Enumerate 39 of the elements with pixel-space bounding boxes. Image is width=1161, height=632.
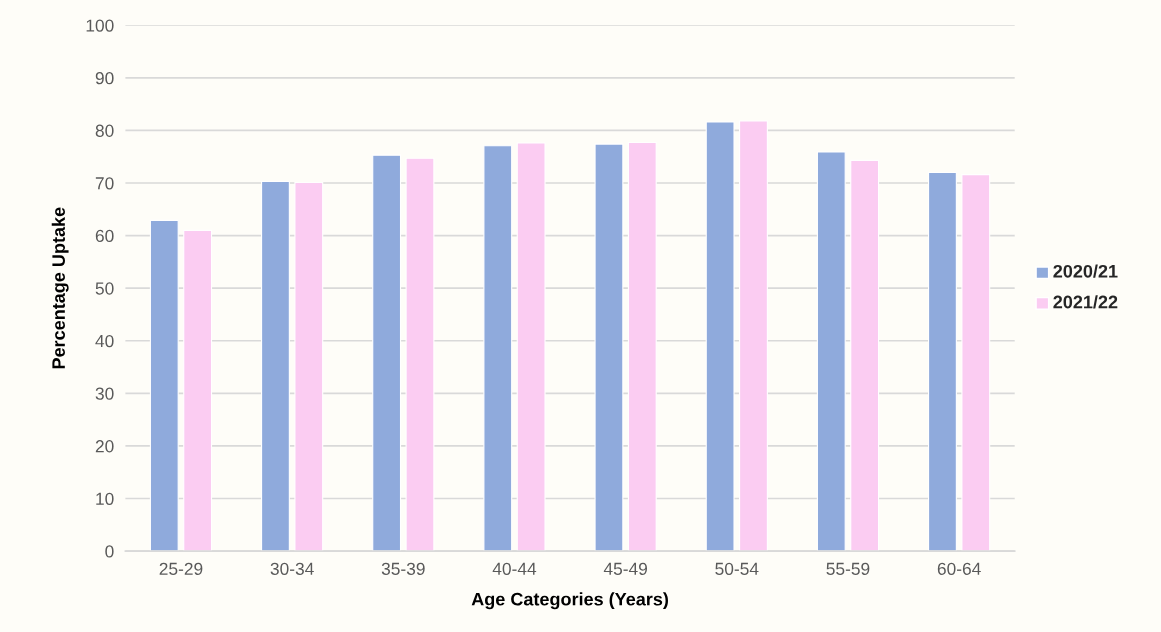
bar: [705, 121, 735, 552]
bar: [928, 171, 957, 552]
x-tick-label: 60-64: [937, 562, 981, 575]
y-tick-label: 0: [105, 545, 114, 558]
y-tick-label: 100: [86, 19, 114, 32]
x-tick-label: 35-39: [381, 562, 425, 575]
x-tick-label: 40-44: [492, 562, 537, 575]
y-tick-label: 90: [95, 72, 114, 85]
y-tick-label: 60: [95, 229, 114, 243]
legend-label: 2021/22: [1053, 295, 1118, 309]
bar: [961, 174, 991, 552]
y-axis-title: Percentage Uptake: [51, 207, 69, 369]
bar: [516, 142, 546, 552]
bar: [183, 229, 213, 552]
bar: [294, 181, 324, 552]
y-tick-label: 10: [96, 492, 114, 505]
bar: [483, 145, 513, 552]
bar: [261, 180, 290, 552]
bar: [594, 143, 624, 552]
x-axis-title: Age Categories (Years): [471, 592, 668, 610]
y-tick-label: 80: [95, 124, 114, 137]
legend-label: 2020/21: [1053, 264, 1118, 278]
y-tick-label: 40: [95, 334, 114, 348]
y-tick-label: 30: [95, 387, 114, 400]
x-tick-label: 45-49: [603, 562, 648, 575]
bar: [850, 159, 880, 552]
bar: [405, 157, 435, 552]
y-tick-label: 70: [95, 177, 114, 190]
y-tick-label: 20: [95, 440, 114, 453]
x-tick-label: 55-59: [826, 562, 870, 575]
x-tick-label: 25-29: [159, 562, 203, 575]
bar: [739, 120, 768, 552]
bar: [816, 151, 846, 552]
bar: [149, 219, 179, 552]
bar: [627, 141, 657, 552]
y-tick-label: 50: [95, 282, 114, 295]
x-tick-label: 50-54: [715, 562, 759, 575]
bar: [372, 154, 402, 552]
x-tick-label: 30-34: [270, 562, 314, 575]
